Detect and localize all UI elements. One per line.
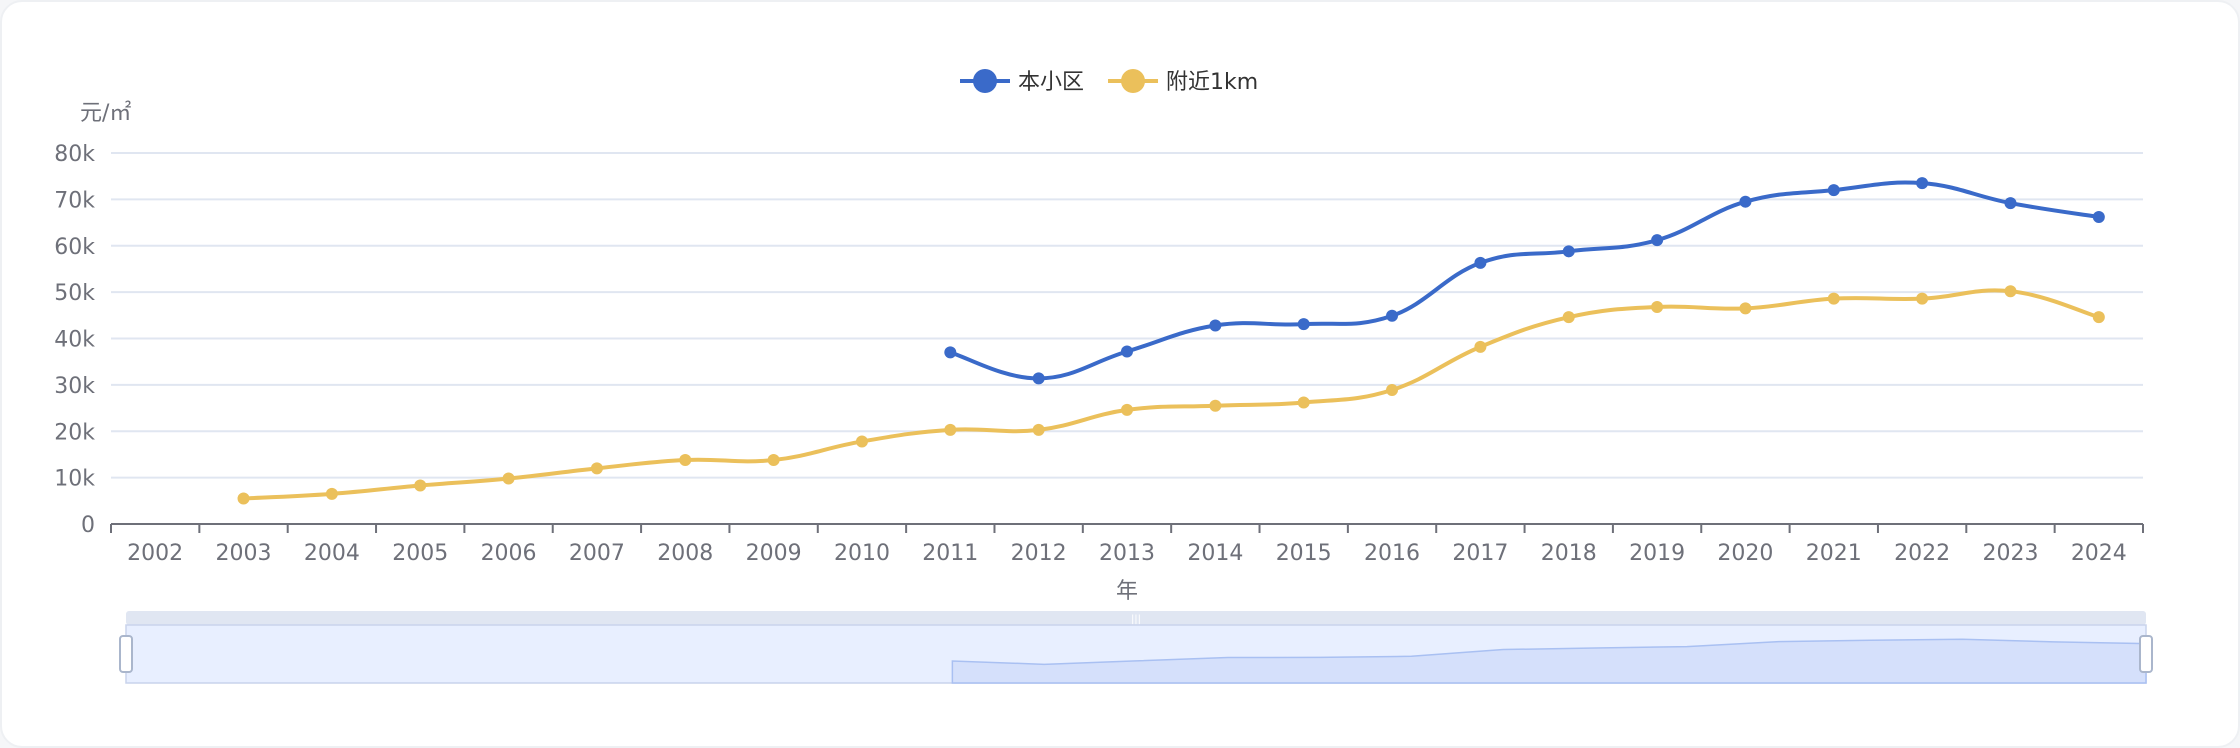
y-tick-label: 20k <box>54 420 95 445</box>
data-point[interactable] <box>1032 372 1045 385</box>
data-point[interactable] <box>1562 245 1575 258</box>
legend-dot-icon <box>1121 69 1146 93</box>
x-tick-label: 2022 <box>1894 541 1950 566</box>
data-point[interactable] <box>1386 383 1399 396</box>
x-tick-label: 2021 <box>1806 541 1862 566</box>
data-point[interactable] <box>1827 292 1840 305</box>
data-point[interactable] <box>2004 285 2017 298</box>
x-axis-label: 年 <box>1116 579 1138 604</box>
data-point[interactable] <box>2004 197 2017 210</box>
data-point[interactable] <box>1651 300 1664 313</box>
x-tick-label: 2008 <box>657 541 713 566</box>
data-point[interactable] <box>767 454 780 467</box>
x-tick-label: 2013 <box>1099 541 1155 566</box>
legend-dot-icon <box>973 69 997 93</box>
series <box>237 177 2105 505</box>
x-tick-label: 2009 <box>746 541 802 566</box>
y-tick-label: 60k <box>54 235 95 260</box>
grid-lines: 0 10k 20k 30k 40k 50k 60k 70k 80k <box>54 142 2143 538</box>
series-line <box>243 288 2100 501</box>
data-point[interactable] <box>237 492 250 505</box>
data-point[interactable] <box>2092 210 2105 223</box>
datazoom-right-handle[interactable] <box>2139 635 2153 673</box>
legend-item[interactable]: 附近1km <box>1108 69 1258 95</box>
data-point[interactable] <box>944 423 957 436</box>
data-point[interactable] <box>1209 319 1222 332</box>
data-point[interactable] <box>1474 340 1487 353</box>
data-point[interactable] <box>1651 234 1664 247</box>
legend-item[interactable]: 本小区 <box>960 69 1084 95</box>
y-tick-label: 0 <box>81 513 95 538</box>
x-tick-label: 2023 <box>1982 541 2038 566</box>
y-tick-label: 80k <box>54 142 95 167</box>
x-tick-label: 2006 <box>481 541 537 566</box>
datazoom-preview-area <box>951 638 2147 684</box>
x-tick-label: 2011 <box>922 541 978 566</box>
data-point[interactable] <box>1739 302 1752 315</box>
data-point[interactable] <box>1827 184 1840 197</box>
data-point[interactable] <box>1121 345 1133 358</box>
y-tick-label: 10k <box>54 467 95 492</box>
legend-label: 本小区 <box>1018 70 1084 95</box>
x-tick-label: 2005 <box>392 541 448 566</box>
x-tick-label: 2010 <box>834 541 890 566</box>
series-附近1km <box>237 285 2105 505</box>
data-point[interactable] <box>325 487 338 500</box>
data-point[interactable] <box>590 462 603 475</box>
data-point[interactable] <box>679 454 692 467</box>
y-axis-label: 元/㎡ <box>80 100 131 126</box>
series-本小区 <box>944 177 2105 385</box>
data-point[interactable] <box>1916 177 1929 190</box>
x-tick-label: 2004 <box>304 541 360 566</box>
data-point[interactable] <box>1032 423 1045 436</box>
x-tick-label: 2016 <box>1364 541 1420 566</box>
y-tick-label: 50k <box>54 281 95 306</box>
data-point[interactable] <box>414 479 427 492</box>
data-point[interactable] <box>855 435 868 448</box>
data-point[interactable] <box>2092 311 2105 324</box>
data-point[interactable] <box>1386 309 1399 322</box>
legend: 本小区 附近1km <box>960 69 1258 95</box>
x-tick-label: 2020 <box>1717 541 1773 566</box>
y-tick-label: 30k <box>54 374 95 399</box>
series-line <box>949 180 2100 381</box>
x-tick-label: 2007 <box>569 541 625 566</box>
data-point[interactable] <box>502 472 515 485</box>
axes: 2002 2003 2004 2005 2006 2007 2008 2009 2010 2011… <box>110 523 2144 566</box>
data-point[interactable] <box>1297 396 1310 409</box>
datazoom-slider[interactable]: ||| <box>119 611 2153 684</box>
x-tick-label: 2012 <box>1011 541 1067 566</box>
x-tick-label: 2019 <box>1629 541 1685 566</box>
datazoom-move-bar[interactable] <box>126 611 2146 625</box>
y-tick-label: 40k <box>54 328 95 353</box>
y-tick-label: 70k <box>54 188 95 213</box>
x-tick-label: 2014 <box>1187 541 1243 566</box>
datazoom-left-handle[interactable] <box>119 635 133 673</box>
data-point[interactable] <box>1739 195 1752 208</box>
x-tick-label: 2018 <box>1541 541 1597 566</box>
data-point[interactable] <box>1562 311 1575 324</box>
data-point[interactable] <box>944 346 957 359</box>
x-tick-label: 2002 <box>127 541 183 566</box>
x-tick-label: 2015 <box>1276 541 1332 566</box>
data-point[interactable] <box>1474 256 1487 269</box>
datazoom-move-handle[interactable]: ||| <box>1131 614 1141 625</box>
x-tick-label: 2024 <box>2071 541 2127 566</box>
data-point[interactable] <box>1121 403 1133 416</box>
x-tick-label: 2017 <box>1452 541 1508 566</box>
legend-label: 附近1km <box>1166 70 1258 95</box>
data-point[interactable] <box>1209 399 1222 412</box>
x-tick-label: 2003 <box>216 541 272 566</box>
data-point[interactable] <box>1916 292 1929 305</box>
data-point[interactable] <box>1297 318 1310 331</box>
